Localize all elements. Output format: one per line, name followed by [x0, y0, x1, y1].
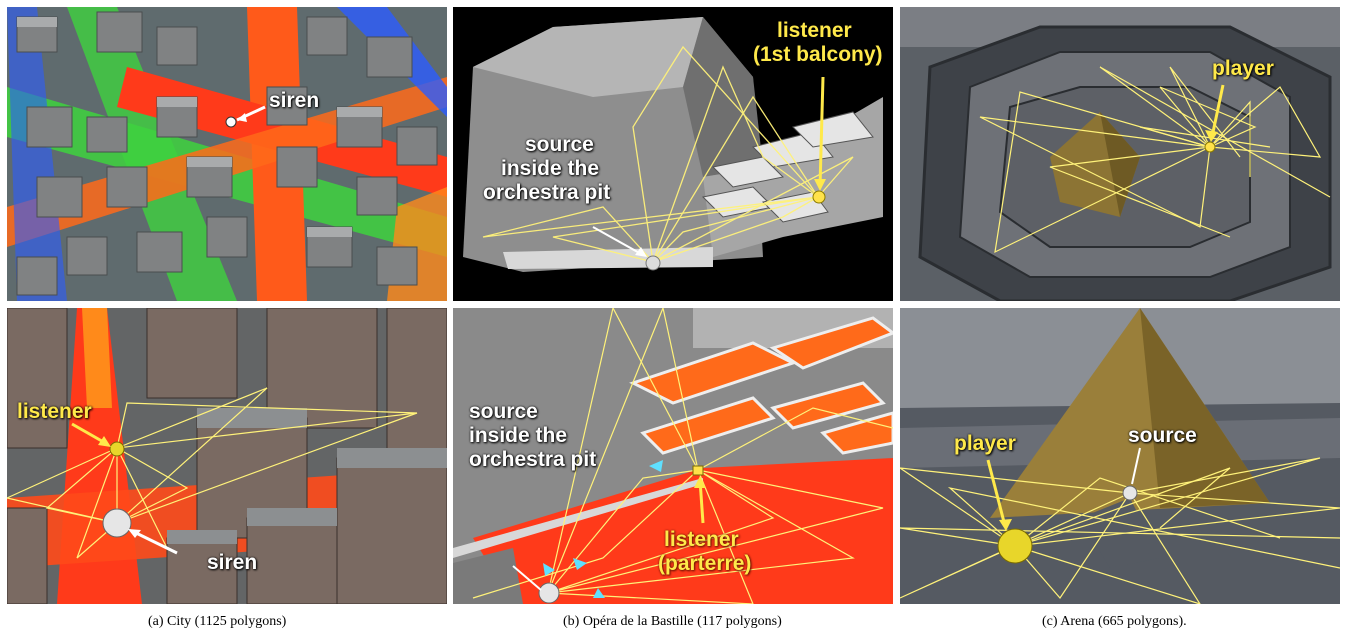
- caption-city: (a) City (1125 polygons): [148, 614, 287, 629]
- siren-label: siren: [207, 551, 258, 574]
- caption-opera: (b) Opéra de la Bastille (117 polygons): [563, 614, 782, 629]
- siren-label: siren: [269, 89, 320, 112]
- source-label-line1: source: [525, 133, 594, 156]
- caption-arena: (c) Arena (665 polygons).: [1042, 614, 1187, 629]
- listener-label: listener: [17, 400, 92, 423]
- siren-marker: [225, 116, 237, 128]
- city-top-render: siren: [7, 7, 447, 301]
- source-label-line3: orchestra pit: [469, 448, 597, 471]
- listener-marker: [812, 190, 826, 204]
- siren-marker: [102, 508, 132, 538]
- source-marker: [538, 582, 560, 604]
- city-bottom-render: listener siren: [7, 308, 447, 604]
- source-label-line3: orchestra pit: [483, 181, 611, 204]
- opera-bottom-render: source inside the orchestra pit listener…: [453, 308, 893, 604]
- source-label: source: [1128, 424, 1197, 447]
- player-label: player: [954, 432, 1016, 455]
- listener-marker: [109, 441, 125, 457]
- source-label-line1: source: [469, 400, 538, 423]
- player-marker: [997, 528, 1033, 564]
- opera-top-render: listener (1st balcony) source inside the…: [453, 7, 893, 301]
- listener-label-line1: listener: [664, 528, 739, 551]
- arena-bottom-render: player source: [900, 308, 1340, 604]
- source-marker: [645, 255, 661, 271]
- listener-label-line1: listener: [777, 19, 852, 42]
- player-label: player: [1212, 57, 1274, 80]
- player-marker: [1204, 141, 1216, 153]
- arena-top-render: player: [900, 7, 1340, 301]
- source-label-line2: inside the: [501, 157, 600, 180]
- source-label-line2: inside the: [469, 424, 568, 447]
- source-marker: [1122, 485, 1138, 501]
- listener-label-line2: (1st balcony): [753, 43, 883, 66]
- listener-marker: [692, 465, 704, 476]
- listener-label-line2: (parterre): [658, 552, 752, 575]
